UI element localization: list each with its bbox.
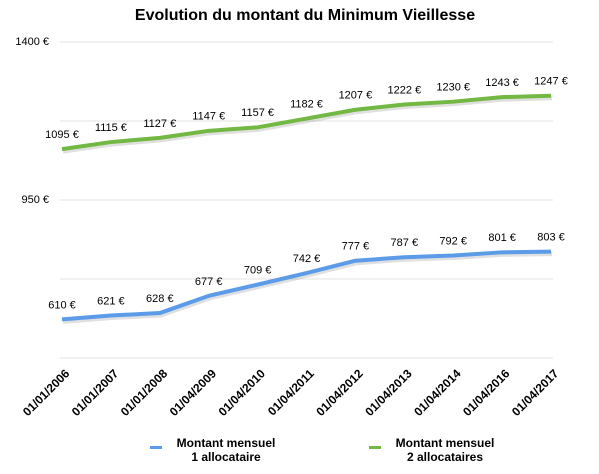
x-tick-label: 01/04/2014 <box>411 366 464 419</box>
data-label: 1247 € <box>534 76 568 88</box>
y-tick-label: 950 € <box>21 194 49 206</box>
x-tick-label: 01/01/2008 <box>118 366 171 419</box>
data-label: 1115 € <box>95 122 127 134</box>
chart-title: Evolution du montant du Minimum Vieilles… <box>135 7 475 24</box>
data-label: 1230 € <box>436 82 470 94</box>
data-label: 1243 € <box>485 77 519 89</box>
data-label: 1222 € <box>387 84 421 96</box>
data-label: 742 € <box>293 253 321 265</box>
data-label: 610 € <box>48 299 76 311</box>
data-label: 1207 € <box>339 90 373 102</box>
data-label: 777 € <box>342 241 370 253</box>
data-label: 792 € <box>439 235 467 247</box>
x-tick-label: 01/04/2011 <box>265 366 317 418</box>
legend-label: Montant mensuel 1 allocataire <box>176 436 276 464</box>
x-tick-label: 01/04/2013 <box>362 366 415 419</box>
data-label: 803 € <box>537 232 565 244</box>
y-tick-label: 1400 € <box>15 36 49 48</box>
x-tick-label: 01/04/2017 <box>509 366 562 419</box>
data-label: 787 € <box>391 237 419 249</box>
x-tick-label: 01/04/2012 <box>313 366 366 419</box>
x-tick-label: 01/04/2010 <box>216 366 269 419</box>
legend-swatch <box>369 446 381 449</box>
data-label: 621 € <box>97 295 125 307</box>
data-label: 628 € <box>146 293 174 305</box>
x-tick-label: 01/04/2016 <box>460 366 513 419</box>
x-tick-label: 01/01/2007 <box>69 366 122 419</box>
line-shadow <box>62 251 553 324</box>
data-label: 1127 € <box>143 118 176 130</box>
legend-swatch <box>150 446 162 449</box>
data-label: 1147 € <box>192 111 225 123</box>
data-label: 1182 € <box>290 98 323 110</box>
legend-label: Montant mensuel 2 allocataires <box>395 436 495 464</box>
data-label: 709 € <box>244 265 272 277</box>
data-label: 1095 € <box>45 129 79 141</box>
data-label: 677 € <box>195 276 223 288</box>
data-label: 801 € <box>488 232 516 244</box>
data-label: 1157 € <box>241 107 274 119</box>
x-tick-label: 01/01/2006 <box>20 366 73 419</box>
line-shadow <box>62 95 553 154</box>
x-tick-label: 01/04/2009 <box>167 366 220 419</box>
line <box>61 93 552 152</box>
line <box>61 249 552 322</box>
